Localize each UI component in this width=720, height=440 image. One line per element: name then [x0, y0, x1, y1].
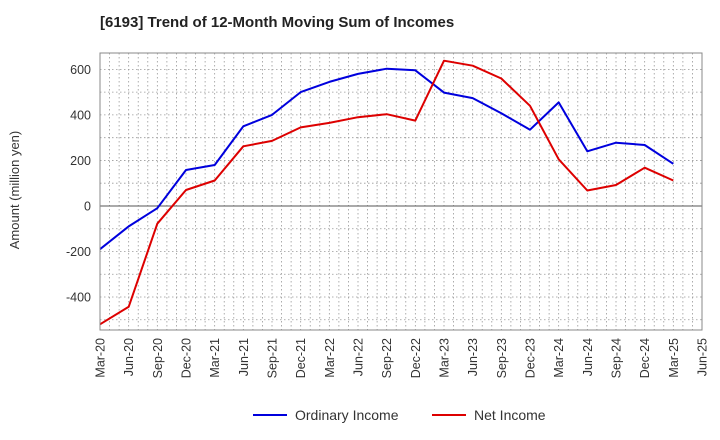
- x-tick-label: Jun-24: [581, 338, 595, 376]
- grid: [100, 53, 702, 330]
- y-tick-label: -400: [66, 290, 91, 304]
- y-tick-label: 200: [70, 154, 91, 168]
- series-line-ordinary-income: [99, 67, 674, 250]
- x-tick-label: Jun-23: [466, 338, 480, 376]
- x-tick-label: Mar-23: [438, 338, 452, 378]
- x-tick-label: Mar-25: [667, 338, 681, 378]
- x-tick-label: Jun-22: [352, 338, 366, 376]
- y-tick-label: 600: [70, 63, 91, 77]
- x-tick-label: Sep-23: [495, 338, 509, 378]
- x-tick-label: Mar-24: [552, 338, 566, 378]
- x-tick-label: Sep-22: [380, 338, 394, 378]
- series-line-net-income: [99, 59, 674, 326]
- x-tick-label: Dec-23: [524, 338, 538, 378]
- x-tick-label: Jun-25: [696, 338, 710, 376]
- y-tick-label: -200: [66, 245, 91, 259]
- series-group: [99, 59, 674, 326]
- x-tick-label: Dec-24: [638, 338, 652, 378]
- plot-frame: [99, 52, 703, 331]
- x-tick-labels: Mar-20 Jun-20 Sep-20 Dec-20 Mar-21 Jun-21 Sep-…: [94, 338, 710, 378]
- y-tick-label: 400: [70, 108, 91, 122]
- chart-title: [6193] Trend of 12-Month Moving Sum of I…: [100, 14, 455, 31]
- x-tick-label: Mar-20: [94, 338, 108, 378]
- x-tick-label: Dec-22: [409, 338, 423, 378]
- x-tick-label: Sep-21: [266, 338, 280, 378]
- legend-label-net-income: Net Income: [474, 407, 546, 423]
- x-tick-label: Jun-20: [122, 338, 136, 376]
- x-tick-label: Dec-21: [294, 338, 308, 378]
- x-tick-label: Sep-20: [151, 338, 165, 378]
- y-tick-label: 0: [84, 199, 91, 213]
- legend-label-ordinary-income: Ordinary Income: [295, 407, 399, 423]
- x-tick-label: Dec-20: [180, 338, 194, 378]
- legend: Ordinary Income Net Income: [253, 407, 546, 423]
- x-tick-label: Sep-24: [610, 338, 624, 378]
- x-tick-label: Jun-21: [237, 338, 251, 376]
- x-tick-label: Mar-22: [323, 338, 337, 378]
- y-tick-labels: -400 -200 0 200 400 600: [66, 63, 91, 305]
- y-axis-title: Amount (million yen): [7, 131, 22, 250]
- x-tick-label: Mar-21: [208, 338, 222, 378]
